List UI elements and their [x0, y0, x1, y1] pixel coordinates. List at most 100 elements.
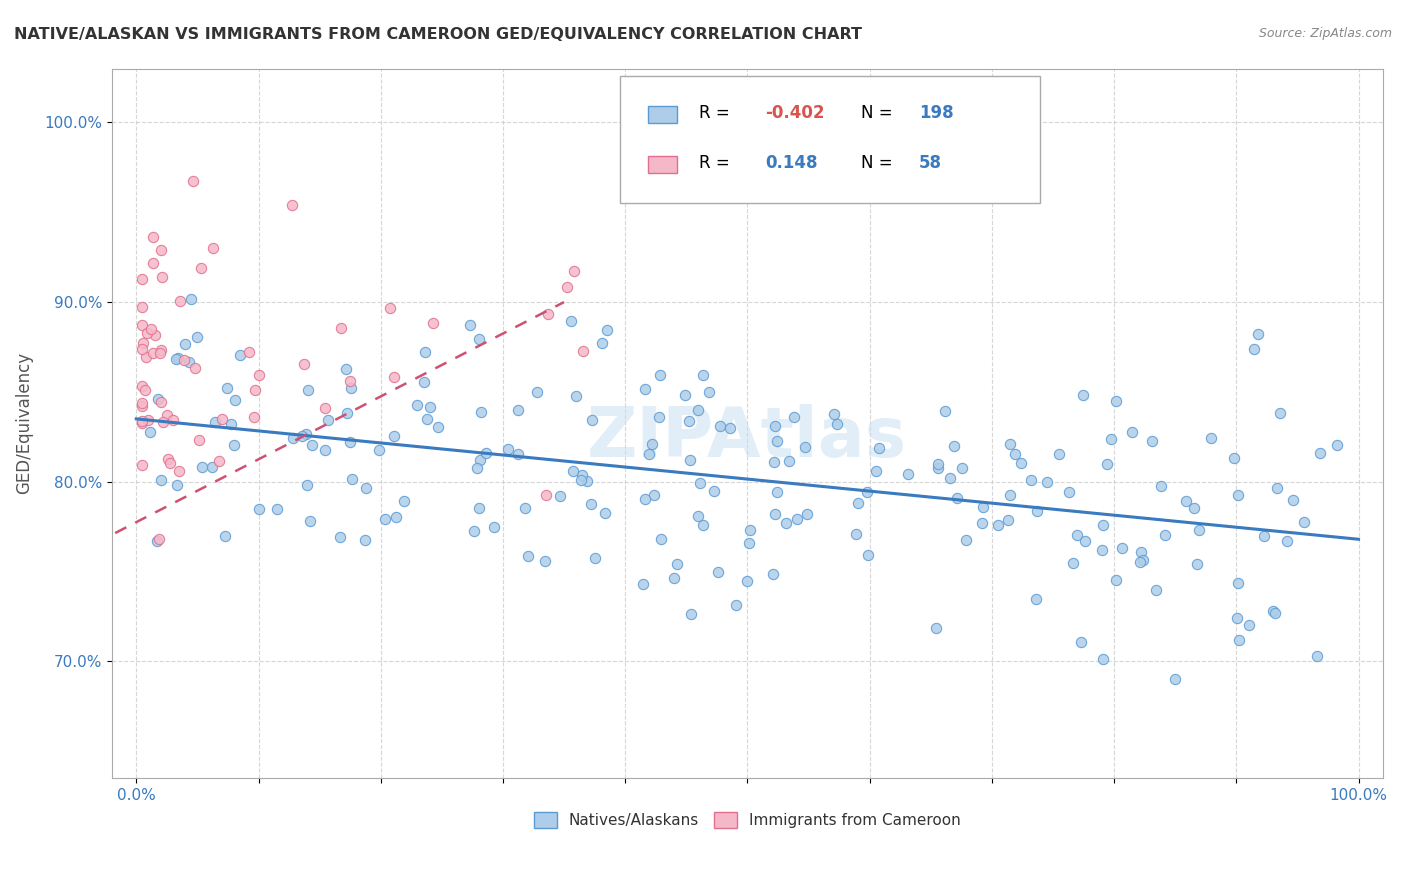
Point — [508, 447, 530, 461]
Point — [775, 516, 797, 530]
Point — [591, 336, 613, 351]
Point — [143, 328, 166, 343]
Point — [159, 456, 181, 470]
Point — [692, 368, 714, 382]
FancyBboxPatch shape — [648, 105, 676, 123]
Point — [1129, 555, 1152, 569]
Point — [224, 393, 246, 408]
Point — [368, 442, 391, 457]
Point — [575, 474, 598, 488]
Point — [943, 440, 966, 454]
Point — [297, 384, 319, 398]
Point — [314, 443, 336, 458]
Point — [142, 346, 165, 360]
Point — [534, 488, 557, 502]
Point — [927, 461, 949, 475]
Point — [247, 368, 270, 382]
Point — [537, 308, 560, 322]
Point — [1036, 475, 1059, 490]
Point — [150, 473, 173, 487]
Point — [679, 607, 702, 621]
Point — [221, 417, 243, 431]
Point — [1305, 648, 1327, 663]
Point — [593, 506, 616, 520]
Point — [177, 355, 200, 369]
Point — [139, 425, 162, 439]
Point — [131, 271, 153, 285]
Point — [468, 500, 491, 515]
Point — [374, 511, 396, 525]
Point — [149, 345, 172, 359]
Point — [987, 518, 1010, 533]
Point — [763, 419, 786, 434]
Point — [868, 442, 890, 456]
Point — [1105, 393, 1128, 408]
Point — [1092, 652, 1115, 666]
Point — [1326, 438, 1348, 452]
Point — [950, 460, 973, 475]
Point — [201, 459, 224, 474]
FancyBboxPatch shape — [620, 76, 1040, 203]
Point — [1175, 494, 1198, 508]
Point — [419, 401, 441, 415]
Point — [1150, 479, 1173, 493]
Point — [634, 382, 657, 396]
Point — [406, 398, 429, 412]
Point — [1237, 618, 1260, 632]
Point — [131, 318, 153, 332]
Point — [184, 361, 207, 376]
Point — [148, 532, 170, 546]
Point — [794, 440, 817, 454]
Point — [562, 464, 585, 478]
Point — [149, 244, 172, 258]
Point — [1263, 604, 1285, 618]
Point — [354, 482, 377, 496]
Point — [786, 512, 808, 526]
Point — [562, 263, 585, 277]
Point — [1062, 556, 1084, 570]
Point — [131, 400, 153, 414]
Text: R =: R = — [699, 104, 735, 122]
Point — [1309, 446, 1331, 460]
Point — [579, 497, 602, 511]
Point — [131, 300, 153, 314]
Point — [281, 431, 304, 445]
Point — [1227, 575, 1250, 590]
Point — [1010, 456, 1032, 470]
Text: N =: N = — [860, 104, 897, 122]
Point — [243, 384, 266, 398]
Point — [191, 459, 214, 474]
Point — [686, 508, 709, 523]
Point — [316, 413, 339, 427]
Point — [1226, 488, 1249, 502]
Point — [292, 357, 315, 371]
Point — [688, 403, 710, 417]
Point — [998, 437, 1021, 451]
Point — [679, 453, 702, 467]
Point — [339, 374, 361, 388]
Point — [643, 487, 665, 501]
Point — [735, 574, 758, 589]
Point — [131, 343, 153, 357]
Point — [1091, 518, 1114, 533]
Point — [135, 350, 157, 364]
Point — [1021, 474, 1043, 488]
Point — [1201, 431, 1223, 445]
Point — [188, 433, 211, 447]
Point — [946, 491, 969, 506]
Point — [1243, 342, 1265, 356]
Point — [1129, 545, 1152, 559]
Point — [560, 314, 582, 328]
Point — [718, 421, 741, 435]
Point — [165, 352, 187, 367]
Point — [222, 438, 245, 452]
Point — [641, 437, 664, 451]
Point — [897, 467, 920, 482]
Point — [141, 322, 163, 336]
Point — [761, 566, 783, 581]
Point — [673, 388, 696, 402]
Point — [1144, 583, 1167, 598]
Point — [650, 532, 672, 546]
Point — [152, 415, 174, 429]
Point — [738, 535, 761, 549]
